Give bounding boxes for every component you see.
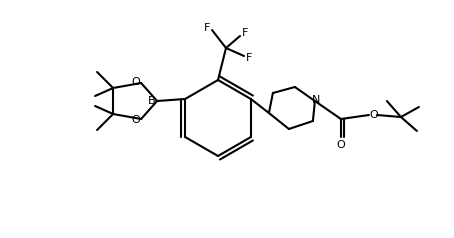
Text: O: O — [132, 115, 140, 125]
Text: F: F — [246, 53, 252, 63]
Text: O: O — [370, 110, 378, 120]
Text: B: B — [148, 96, 156, 106]
Text: N: N — [312, 95, 320, 105]
Text: O: O — [336, 140, 345, 150]
Text: F: F — [242, 28, 248, 38]
Text: F: F — [204, 23, 210, 33]
Text: O: O — [132, 77, 140, 87]
